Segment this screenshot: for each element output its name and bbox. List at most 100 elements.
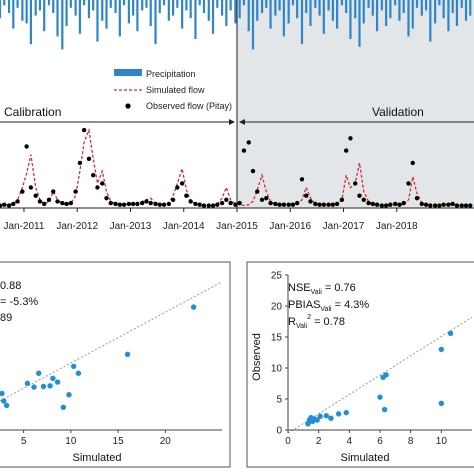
validation-point [381,406,388,413]
observed-flow-point [126,201,132,207]
calibration-point [24,380,31,387]
time-x-tick-label: Jan-2012 [56,221,98,232]
precipitation-series [0,0,472,50]
precipitation-bar [394,0,397,6]
legend-precipitation-label: Precipitation [146,69,196,79]
validation-pbias-value: = 4.3% [332,299,370,311]
calibration-x-ticks: 5 10 15 20 [21,430,171,447]
precipitation-bar [181,0,184,29]
precipitation-bar [43,0,46,32]
precipitation-bar [225,0,228,26]
precipitation-bar [92,0,95,11]
observed-flow-point [437,203,442,208]
precipitation-bar [154,0,157,45]
observed-flow-point [68,200,74,206]
observed-flow-point [406,181,411,186]
precipitation-bar [141,0,144,11]
calibration-label: Calibration [4,105,61,119]
precipitation-bar [216,0,219,8]
precipitation-bar [207,0,210,21]
validation-x-tick-label: 8 [408,436,414,447]
observed-flow-point [73,189,78,194]
observed-flow-point [268,200,273,206]
precipitation-bar [455,0,459,26]
precipitation-bar [464,0,468,21]
validation-point [328,415,334,421]
precipitation-bar [149,0,152,26]
observed-flow-point [20,189,25,194]
observed-flow-point [428,203,433,208]
calibration-x-tick-label: 5 [21,436,27,447]
validation-x-tick-label: 6 [377,436,383,447]
calibration-trendline [0,281,223,402]
precipitation-bar [198,0,201,6]
observed-flow-point [144,199,149,204]
observed-flow-point [135,201,140,207]
time-x-tick-label: Jan-2014 [163,221,205,232]
precipitation-bar [389,0,392,19]
observed-flow-point [130,201,136,207]
validation-y-tick-label: 5 [276,395,282,406]
time-x-ticks: Jan-2011 Jan-2012 Jan-2013 Jan-2014 Jan-2015… [3,208,418,232]
precipitation-bar [287,0,290,24]
precipitation-bar [256,0,259,21]
precipitation-bar [269,0,272,29]
observed-flow-point [197,202,202,207]
calibration-point [60,404,66,411]
observed-flow-point [446,202,451,207]
time-x-tick-label: Jan-2015 [216,221,258,232]
observed-flow-point [121,202,127,207]
observed-flow-point [334,201,340,207]
observed-flow-point [414,195,420,201]
calibration-point [190,304,197,310]
observed-flow-point [321,202,327,207]
observed-flow-point [113,201,118,207]
precipitation-bar [185,0,188,11]
precipitation-bar [380,0,383,11]
observed-flow-point [308,199,313,204]
calibration-x-axis-label: Simulated [73,452,122,464]
precipitation-bar [74,0,77,16]
validation-y-tick-label: 10 [271,364,283,375]
observed-flow-point [326,202,331,207]
observed-flow-point [374,202,380,207]
observed-flow-point [166,201,172,207]
precipitation-bar [132,0,135,16]
observed-flow-point [299,177,305,182]
validation-label: Validation [372,105,424,119]
observed-flow-point [95,185,100,190]
precipitation-bar [34,0,37,16]
observed-flow-point [86,156,92,161]
precipitation-bar [78,0,81,34]
precipitation-bar [3,0,6,6]
validation-point [438,346,445,353]
observed-flow-point [379,203,385,208]
observed-flow-point [259,197,265,202]
observed-flow-point [161,202,167,207]
precipitation-bar [460,0,463,8]
calibration-point [47,383,53,389]
precipitation-bar [411,0,414,29]
observed-flow-point [193,201,198,207]
svg-text:NSEVali = 0.76: NSEVali = 0.76 [288,282,356,296]
observed-flow-point [24,144,29,149]
observed-flow-point [294,200,300,206]
observed-flow-point [210,203,216,208]
observed-flow-point [281,202,287,207]
time-x-tick-label: Jan-2013 [110,221,152,232]
observed-flow-point [37,199,43,204]
validation-y-tick-label: 15 [271,333,283,344]
observed-flow-point [463,203,469,208]
observed-flow-point [157,202,162,207]
precipitation-bar [314,0,317,8]
validation-x-tick-label: 4 [347,436,353,447]
precipitation-bar [251,0,255,50]
precipitation-bar [282,0,285,37]
validation-r2-prefix: R [288,316,296,328]
validation-r2-stat: RVali 2 = 0.78 [288,314,345,330]
validation-r2-sub: Vali [296,323,308,330]
svg-text:RVali2 = 0.78: RVali 2 = 0.78 [288,314,345,330]
precipitation-bar [407,0,410,37]
precipitation-bar [167,0,170,21]
precipitation-bar [278,0,281,11]
